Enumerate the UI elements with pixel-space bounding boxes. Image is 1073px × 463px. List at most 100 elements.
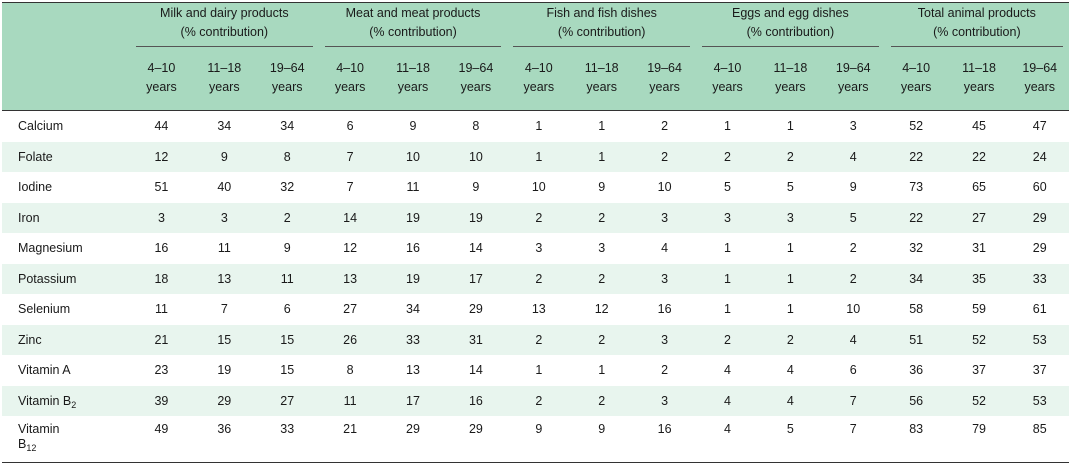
value-cell: 29: [1010, 202, 1069, 233]
group-title: Milk and dairy products: [160, 6, 289, 20]
nutrient-subscript: 2: [71, 399, 77, 410]
value-cell: 33: [1010, 263, 1069, 294]
value-cell: 14: [318, 202, 382, 233]
value-cell: 47: [1032, 119, 1047, 134]
table-row: Zinc 21 15 15 26 33 31 2 2 3 2 2 4 51 52 53: [2, 324, 1069, 355]
value-cell: 3: [633, 324, 697, 355]
table-row: Potassium 18 13 11 13 19 17 2 2 3 1 1 2 34 35 33: [2, 263, 1069, 294]
value-cell: 36: [909, 363, 924, 378]
nutrient-name: Vitamin B: [18, 422, 60, 451]
value-cell: 3: [129, 202, 193, 233]
value-cell: 15: [280, 363, 295, 378]
value-cell: 14: [468, 241, 483, 256]
group-title: Meat and meat products: [345, 6, 481, 20]
value-cell: 1: [786, 241, 794, 256]
value-cell: 4: [696, 416, 759, 463]
age-range: 19–64: [458, 61, 494, 75]
value-cell: 19: [217, 363, 232, 378]
value-cell: 2: [570, 263, 634, 294]
value-cell: 15: [192, 324, 256, 355]
group-unit: (% contribution): [180, 25, 269, 39]
group-header: Meat and meat products (% contribution): [318, 2, 508, 53]
age-range: 4–10: [713, 61, 742, 75]
age-unit: years: [963, 80, 995, 94]
nutrient-name: Zinc: [18, 332, 42, 347]
value-cell: 3: [633, 263, 697, 294]
value-cell: 11: [154, 302, 168, 317]
group-header: Milk and dairy products (% contribution): [129, 2, 319, 53]
value-cell: 7: [318, 141, 382, 172]
value-cell: 17: [444, 263, 508, 294]
value-cell: 61: [1032, 302, 1047, 317]
value-cell: 10: [657, 180, 672, 195]
value-cell: 22: [947, 141, 1011, 172]
nutrient-label: Iodine: [2, 172, 130, 203]
value-cell: 4: [821, 324, 885, 355]
group-header: Eggs and egg dishes (% contribution): [696, 2, 885, 53]
value-cell: 2: [255, 202, 319, 233]
value-cell: 9: [192, 141, 256, 172]
value-cell: 1: [786, 119, 794, 134]
value-cell: 15: [255, 324, 319, 355]
value-cell: 34: [406, 302, 420, 317]
age-unit: years: [397, 80, 429, 94]
value-cell: 31: [444, 324, 508, 355]
nutrient-name: Vitamin B: [18, 393, 72, 408]
value-cell: 33: [255, 416, 319, 463]
age-range: 11–18: [396, 61, 430, 75]
value-cell: 11: [217, 241, 231, 256]
value-cell: 1: [598, 119, 606, 134]
group-underline: [135, 46, 313, 47]
age-unit: years: [649, 80, 680, 94]
age-unit: years: [146, 80, 177, 94]
nutrient-label: Zinc: [2, 324, 130, 355]
value-cell: 2: [507, 202, 571, 233]
value-cell: 73: [909, 180, 924, 195]
value-cell: 2: [633, 141, 697, 172]
value-cell: 16: [633, 416, 697, 463]
value-cell: 16: [406, 241, 420, 256]
nutrient-name: Magnesium: [18, 241, 83, 256]
value-cell: 32: [280, 180, 295, 195]
age-group-header: 19–64 years: [444, 53, 508, 111]
age-group-header: 19–64 years: [821, 53, 885, 111]
group-title: Fish and fish dishes: [546, 6, 657, 20]
age-group-header: 19–64 years: [255, 53, 319, 111]
age-range: 19–64: [647, 61, 682, 75]
value-cell: 1: [724, 241, 731, 256]
age-group-header: 11–18 years: [947, 53, 1011, 111]
value-cell: 27: [947, 202, 1011, 233]
value-cell: 3: [633, 385, 697, 416]
value-cell: 3: [535, 241, 543, 256]
table-row: Magnesium 16 11 9 12 16 14 3 3 4 1 1 2 32 31 29: [2, 233, 1069, 264]
value-cell: 60: [1032, 180, 1047, 195]
age-range: 4–10: [902, 61, 931, 75]
age-unit: years: [334, 80, 366, 94]
nutrient-label: Vitamin A: [2, 355, 130, 386]
value-cell: 3: [633, 202, 697, 233]
age-range: 19–64: [835, 61, 871, 75]
value-cell: 2: [696, 141, 759, 172]
value-cell: 7: [346, 180, 354, 195]
value-cell: 9: [507, 416, 571, 463]
value-cell: 3: [758, 202, 822, 233]
group-unit: (% contribution): [746, 25, 835, 39]
value-cell: 4: [696, 385, 759, 416]
group-underline: [890, 46, 1063, 47]
value-cell: 1: [507, 141, 571, 172]
value-cell: 21: [318, 416, 382, 463]
value-cell: 7: [220, 302, 228, 317]
nutrient-name: Vitamin A: [18, 363, 71, 378]
age-group-header: 4–10 years: [884, 53, 948, 111]
value-cell: 51: [154, 180, 169, 195]
table-body: Calcium 44 34 34 6 9 8 1 1 2 1 1 3 52 45 47 Folate 12 9 8 7 1…: [2, 111, 1069, 463]
value-cell: 29: [444, 416, 508, 463]
age-range: 11–18: [207, 61, 242, 75]
value-cell: 29: [1032, 241, 1047, 256]
value-cell: 10: [444, 141, 508, 172]
value-cell: 4: [724, 363, 731, 378]
value-cell: 31: [972, 241, 986, 256]
age-group-header: 4–10 years: [507, 53, 571, 111]
value-cell: 1: [724, 302, 731, 317]
